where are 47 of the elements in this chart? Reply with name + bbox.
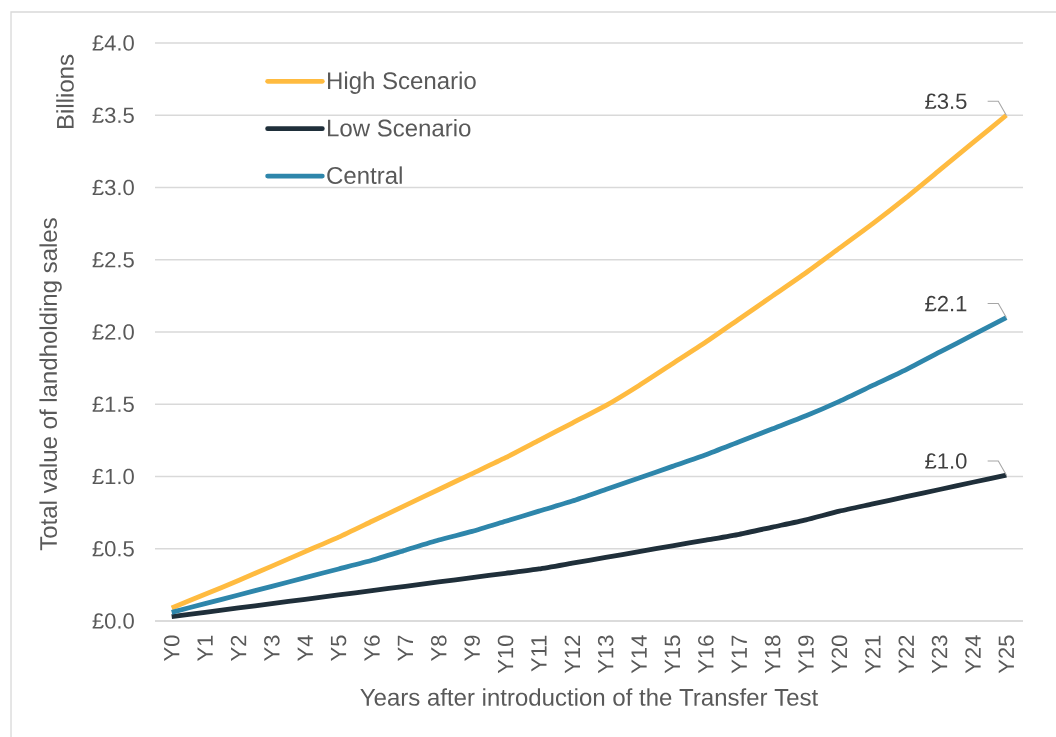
x-tick-label: Y0 [163,635,180,662]
x-tick-label: Y22 [898,635,914,674]
x-tick-label: Y10 [497,635,514,674]
x-tick-label: Y19 [798,635,814,674]
text: Billions [56,54,74,129]
data-label: £1.0 [925,453,967,469]
x-tick-label: Y8 [430,635,447,662]
x-tick-label: Y21 [865,635,881,674]
x-tick-label: Y9 [464,635,480,662]
data-label: £2.1 [925,295,967,312]
x-tick-label: Y2 [230,635,247,662]
x-tick-label: Y11 [531,635,547,672]
x-tick-label: Y4 [297,635,313,662]
x-tick-label: Y16 [698,635,714,674]
y-tick-label: £3.0 [92,179,134,196]
y-tick-label: £1.0 [92,468,134,485]
y-tick-label: £0.0 [92,613,134,629]
x-tick-label: Y7 [397,635,413,662]
y-tick-label: £1.5 [92,396,134,413]
line-series [169,112,1009,611]
x-tick-label: Y12 [564,635,580,674]
x-tick-label: Y13 [597,635,614,674]
x-tick-label: Y23 [931,635,948,674]
x-tick-label: Y3 [264,635,280,662]
x-axis-title: Years after introduction of the Transfer Test [360,688,819,706]
x-tick-label: Y1 [197,635,213,662]
x-tick-label: Y6 [364,635,380,662]
x-tick-label: Y18 [764,635,781,674]
line-series [169,315,1009,615]
y-tick-label: £4.0 [92,35,134,51]
legend-label: Central [327,166,402,184]
x-tick-label: Y5 [330,635,347,662]
x-tick-label: Y17 [731,635,747,674]
y-axis-title: Total value of landholding sales [39,218,62,551]
y-tick-label: £0.5 [92,540,134,557]
x-tick-label: Y24 [965,635,981,674]
x-tick-label: Y25 [998,635,1015,674]
legend-label: Low Scenario [328,118,471,137]
data-label: £3.5 [925,93,967,110]
legend-label: High Scenario [328,71,476,94]
y-tick-label: £2.0 [92,324,134,340]
x-tick-label: Y20 [831,635,848,674]
x-tick-label: Y14 [631,635,647,674]
y-tick-label: £3.5 [92,107,134,124]
y-tick-label: £2.5 [92,251,134,268]
x-tick-label: Y15 [664,635,681,674]
line-series [169,472,1009,620]
